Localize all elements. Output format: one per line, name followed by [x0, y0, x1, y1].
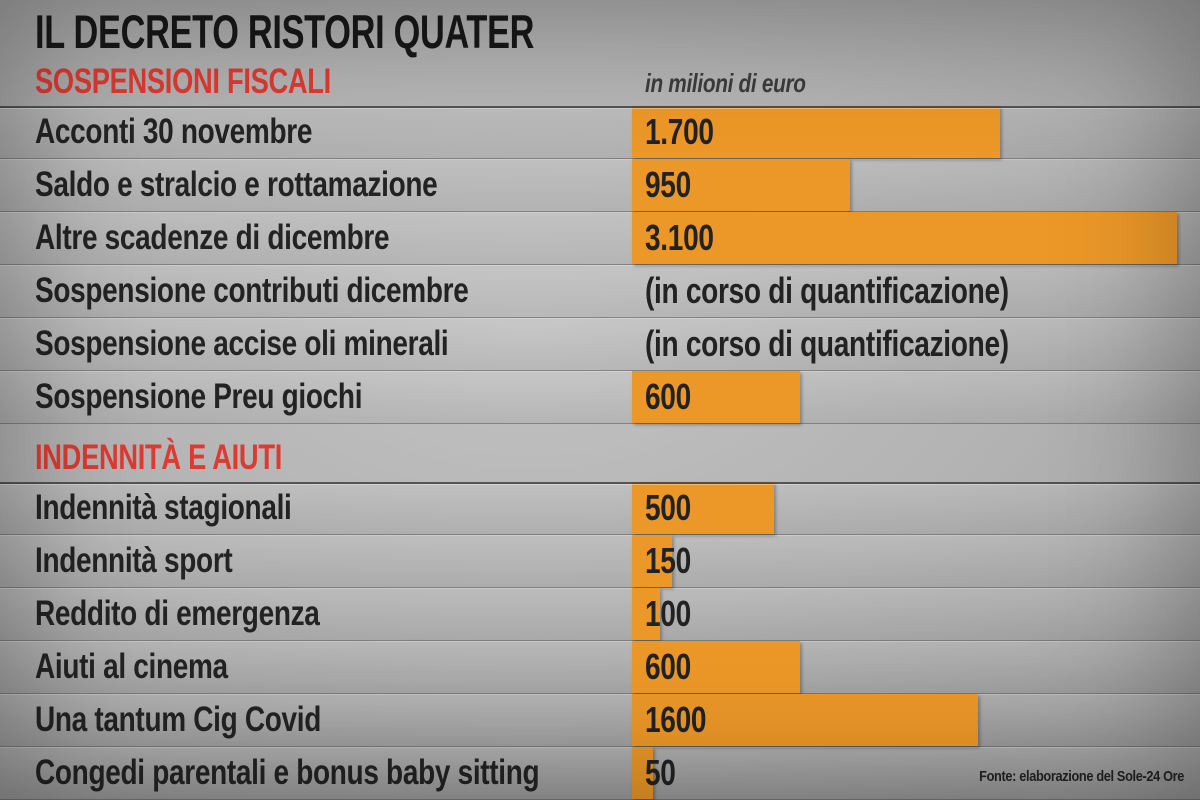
source-note: Fonte: elaborazione del Sole-24 Ore — [979, 768, 1184, 785]
row-label: Altre scadenze di dicembre — [35, 212, 478, 264]
section-header-sospensioni-fiscali: SOSPENSIONI FISCALI in milioni di euro — [0, 58, 1200, 108]
page-title: IL DECRETO RISTORI QUATER — [35, 4, 719, 59]
row-value-text: (in corso di quantificazione) — [645, 323, 1009, 364]
row-label-text: Una tantum Cig Covid — [35, 700, 322, 739]
unit-note: in milioni di euro — [645, 68, 806, 98]
table-row: Indennità stagionali 500 — [0, 482, 1200, 535]
row-label: Indennità sport — [35, 535, 282, 587]
row-value: 600 — [645, 371, 704, 423]
row-value-text: 1.700 — [645, 111, 714, 152]
value-bar — [632, 482, 774, 534]
row-label-text: Acconti 30 novembre — [35, 112, 313, 151]
row-value-text: (in corso di quantificazione) — [645, 270, 1009, 311]
row-label-text: Reddito di emergenza — [35, 594, 320, 633]
row-value: 1600 — [645, 694, 724, 746]
row-value-text: 950 — [645, 164, 691, 205]
table-row: Reddito di emergenza 100 — [0, 588, 1200, 641]
row-label: Aiuti al cinema — [35, 641, 276, 693]
table-row: Sospensione contributi dicembre (in cors… — [0, 265, 1200, 318]
row-value-text: 600 — [645, 646, 691, 687]
row-label: Sospensione Preu giochi — [35, 371, 444, 423]
value-bar — [632, 747, 653, 799]
row-label-text: Sospensione Preu giochi — [35, 377, 363, 416]
table-row: Sospensione accise oli minerali (in cors… — [0, 318, 1200, 371]
row-value-text: 50 — [645, 752, 676, 793]
row-label-text: Sospensione accise oli minerali — [35, 324, 449, 363]
section-label: SOSPENSIONI FISCALI — [35, 62, 331, 101]
page-title-text: IL DECRETO RISTORI QUATER — [35, 5, 535, 58]
row-label-text: Indennità sport — [35, 541, 233, 580]
row-value: (in corso di quantificazione) — [645, 318, 1111, 370]
row-value: 950 — [645, 159, 704, 211]
value-bar — [632, 371, 800, 423]
row-value: (in corso di quantificazione) — [645, 265, 1111, 317]
row-value: 1.700 — [645, 106, 733, 158]
row-label-text: Sospensione contributi dicembre — [35, 271, 469, 310]
table-row: Aiuti al cinema 600 — [0, 641, 1200, 694]
section-header-indennita-e-aiuti: INDENNITÀ E AIUTI — [0, 418, 1200, 484]
table-row: Saldo e stralcio e rottamazione 950 — [0, 159, 1200, 212]
row-label-text: Congedi parentali e bonus baby sitting — [35, 753, 540, 792]
value-bar — [632, 106, 1000, 158]
row-value: 100 — [645, 588, 704, 640]
table-row: Acconti 30 novembre 1.700 — [0, 106, 1200, 159]
row-value: 600 — [645, 641, 704, 693]
row-value: 150 — [645, 535, 704, 587]
row-value-text: 1600 — [645, 699, 707, 740]
row-label: Sospensione contributi dicembre — [35, 265, 577, 317]
row-label: Acconti 30 novembre — [35, 106, 381, 158]
section-rows-indennita-e-aiuti: Indennità stagionali 500 Indennità sport… — [0, 482, 1200, 800]
row-value-text: 600 — [645, 376, 691, 417]
value-bar — [632, 694, 978, 746]
value-bar — [632, 535, 672, 587]
table-row: Altre scadenze di dicembre 3.100 — [0, 212, 1200, 265]
row-value-text: 500 — [645, 487, 691, 528]
table-row: Sospensione Preu giochi 600 — [0, 371, 1200, 424]
table-row: Una tantum Cig Covid 1600 — [0, 694, 1200, 747]
row-label: Reddito di emergenza — [35, 588, 391, 640]
row-value-text: 3.100 — [645, 217, 714, 258]
row-label-text: Altre scadenze di dicembre — [35, 218, 390, 257]
row-label: Saldo e stralcio e rottamazione — [35, 159, 538, 211]
row-value: 3.100 — [645, 212, 733, 264]
section-label: INDENNITÀ E AIUTI — [35, 438, 282, 477]
value-bar — [632, 641, 800, 693]
row-value-text: 150 — [645, 540, 691, 581]
section-rows-sospensioni-fiscali: Acconti 30 novembre 1.700 Saldo e stralc… — [0, 106, 1200, 424]
row-value: 50 — [645, 747, 684, 799]
table-row: Indennità sport 150 — [0, 535, 1200, 588]
row-value-text: 100 — [645, 593, 691, 634]
row-label: Sospensione accise oli minerali — [35, 318, 552, 370]
row-value: 500 — [645, 482, 704, 534]
row-label-text: Indennità stagionali — [35, 488, 292, 527]
row-label-text: Saldo e stralcio e rottamazione — [35, 165, 438, 204]
row-label: Congedi parentali e bonus baby sitting — [35, 747, 665, 799]
row-label: Indennità stagionali — [35, 482, 356, 534]
value-bar — [632, 588, 660, 640]
row-label: Una tantum Cig Covid — [35, 694, 393, 746]
value-bar — [632, 159, 850, 211]
row-label-text: Aiuti al cinema — [35, 647, 228, 686]
value-bar — [632, 212, 1177, 264]
